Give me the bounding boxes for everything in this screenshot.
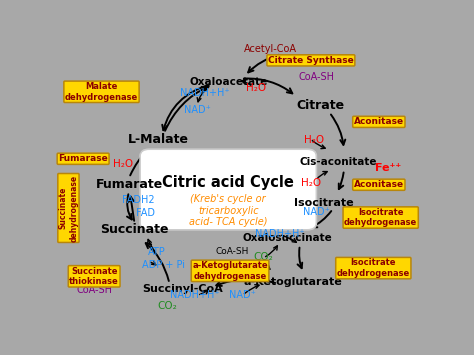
- Text: Succinate: Succinate: [100, 223, 169, 236]
- Text: Isocitrate
dehydrogenase: Isocitrate dehydrogenase: [337, 258, 410, 278]
- Text: NADH+H⁺: NADH+H⁺: [170, 290, 220, 300]
- Text: H₂O: H₂O: [246, 83, 266, 93]
- Text: Fumarate: Fumarate: [95, 178, 163, 191]
- Text: H₂O: H₂O: [113, 159, 134, 169]
- Text: L-Malate: L-Malate: [128, 133, 189, 146]
- Text: Cis-aconitate: Cis-aconitate: [300, 157, 377, 166]
- Text: Citrate Synthase: Citrate Synthase: [268, 56, 354, 65]
- Text: Oxalosuccinate: Oxalosuccinate: [242, 233, 332, 243]
- Text: FAD: FAD: [136, 208, 155, 218]
- Text: Isocitrate
dehydrogenase: Isocitrate dehydrogenase: [344, 208, 417, 227]
- Text: NAD⁺: NAD⁺: [229, 290, 256, 300]
- Text: CO₂: CO₂: [253, 252, 273, 262]
- Text: NADH+H⁺: NADH+H⁺: [255, 229, 304, 239]
- Text: ATP: ATP: [148, 247, 165, 257]
- Text: a-Ketoglutarate: a-Ketoglutarate: [243, 277, 342, 287]
- FancyBboxPatch shape: [140, 149, 316, 230]
- Text: Citrate: Citrate: [296, 99, 344, 112]
- Text: (Kreb's cycle or
tricarboxylic
acid- TCA cycle): (Kreb's cycle or tricarboxylic acid- TCA…: [189, 194, 267, 227]
- Text: Acetyl-CoA: Acetyl-CoA: [244, 44, 297, 54]
- Text: Succinate
thiokinase: Succinate thiokinase: [69, 267, 119, 286]
- Text: NADH+H⁺: NADH+H⁺: [180, 88, 229, 98]
- Text: Fe⁺⁺: Fe⁺⁺: [375, 163, 401, 173]
- Text: H₂O: H₂O: [304, 135, 325, 144]
- Text: CO₂: CO₂: [158, 301, 177, 311]
- Text: a-Ketoglutarate
dehydrogenase: a-Ketoglutarate dehydrogenase: [192, 261, 268, 280]
- Text: NAD⁺: NAD⁺: [183, 105, 210, 115]
- Text: CoA-SH: CoA-SH: [299, 72, 334, 82]
- Text: Isocitrate: Isocitrate: [294, 197, 354, 208]
- Text: Malate
dehydrogenase: Malate dehydrogenase: [65, 82, 138, 102]
- Text: Succinate
dehydrogenase: Succinate dehydrogenase: [59, 174, 78, 241]
- Text: Citric acid Cycle: Citric acid Cycle: [162, 175, 294, 190]
- Text: FADH2: FADH2: [122, 195, 155, 205]
- Text: Fumarase: Fumarase: [58, 154, 108, 163]
- Text: Oxaloacetate: Oxaloacetate: [189, 77, 267, 87]
- Text: CoA-SH: CoA-SH: [76, 285, 112, 295]
- Text: CoA-SH: CoA-SH: [215, 247, 248, 256]
- Text: Aconitase: Aconitase: [354, 118, 404, 126]
- Text: Aconitase: Aconitase: [354, 180, 404, 189]
- Text: ADP + Pi: ADP + Pi: [143, 260, 185, 271]
- Text: Succinyl-CoA: Succinyl-CoA: [142, 284, 223, 294]
- Text: H₂O: H₂O: [301, 178, 321, 189]
- Text: NAD⁺: NAD⁺: [303, 207, 330, 217]
